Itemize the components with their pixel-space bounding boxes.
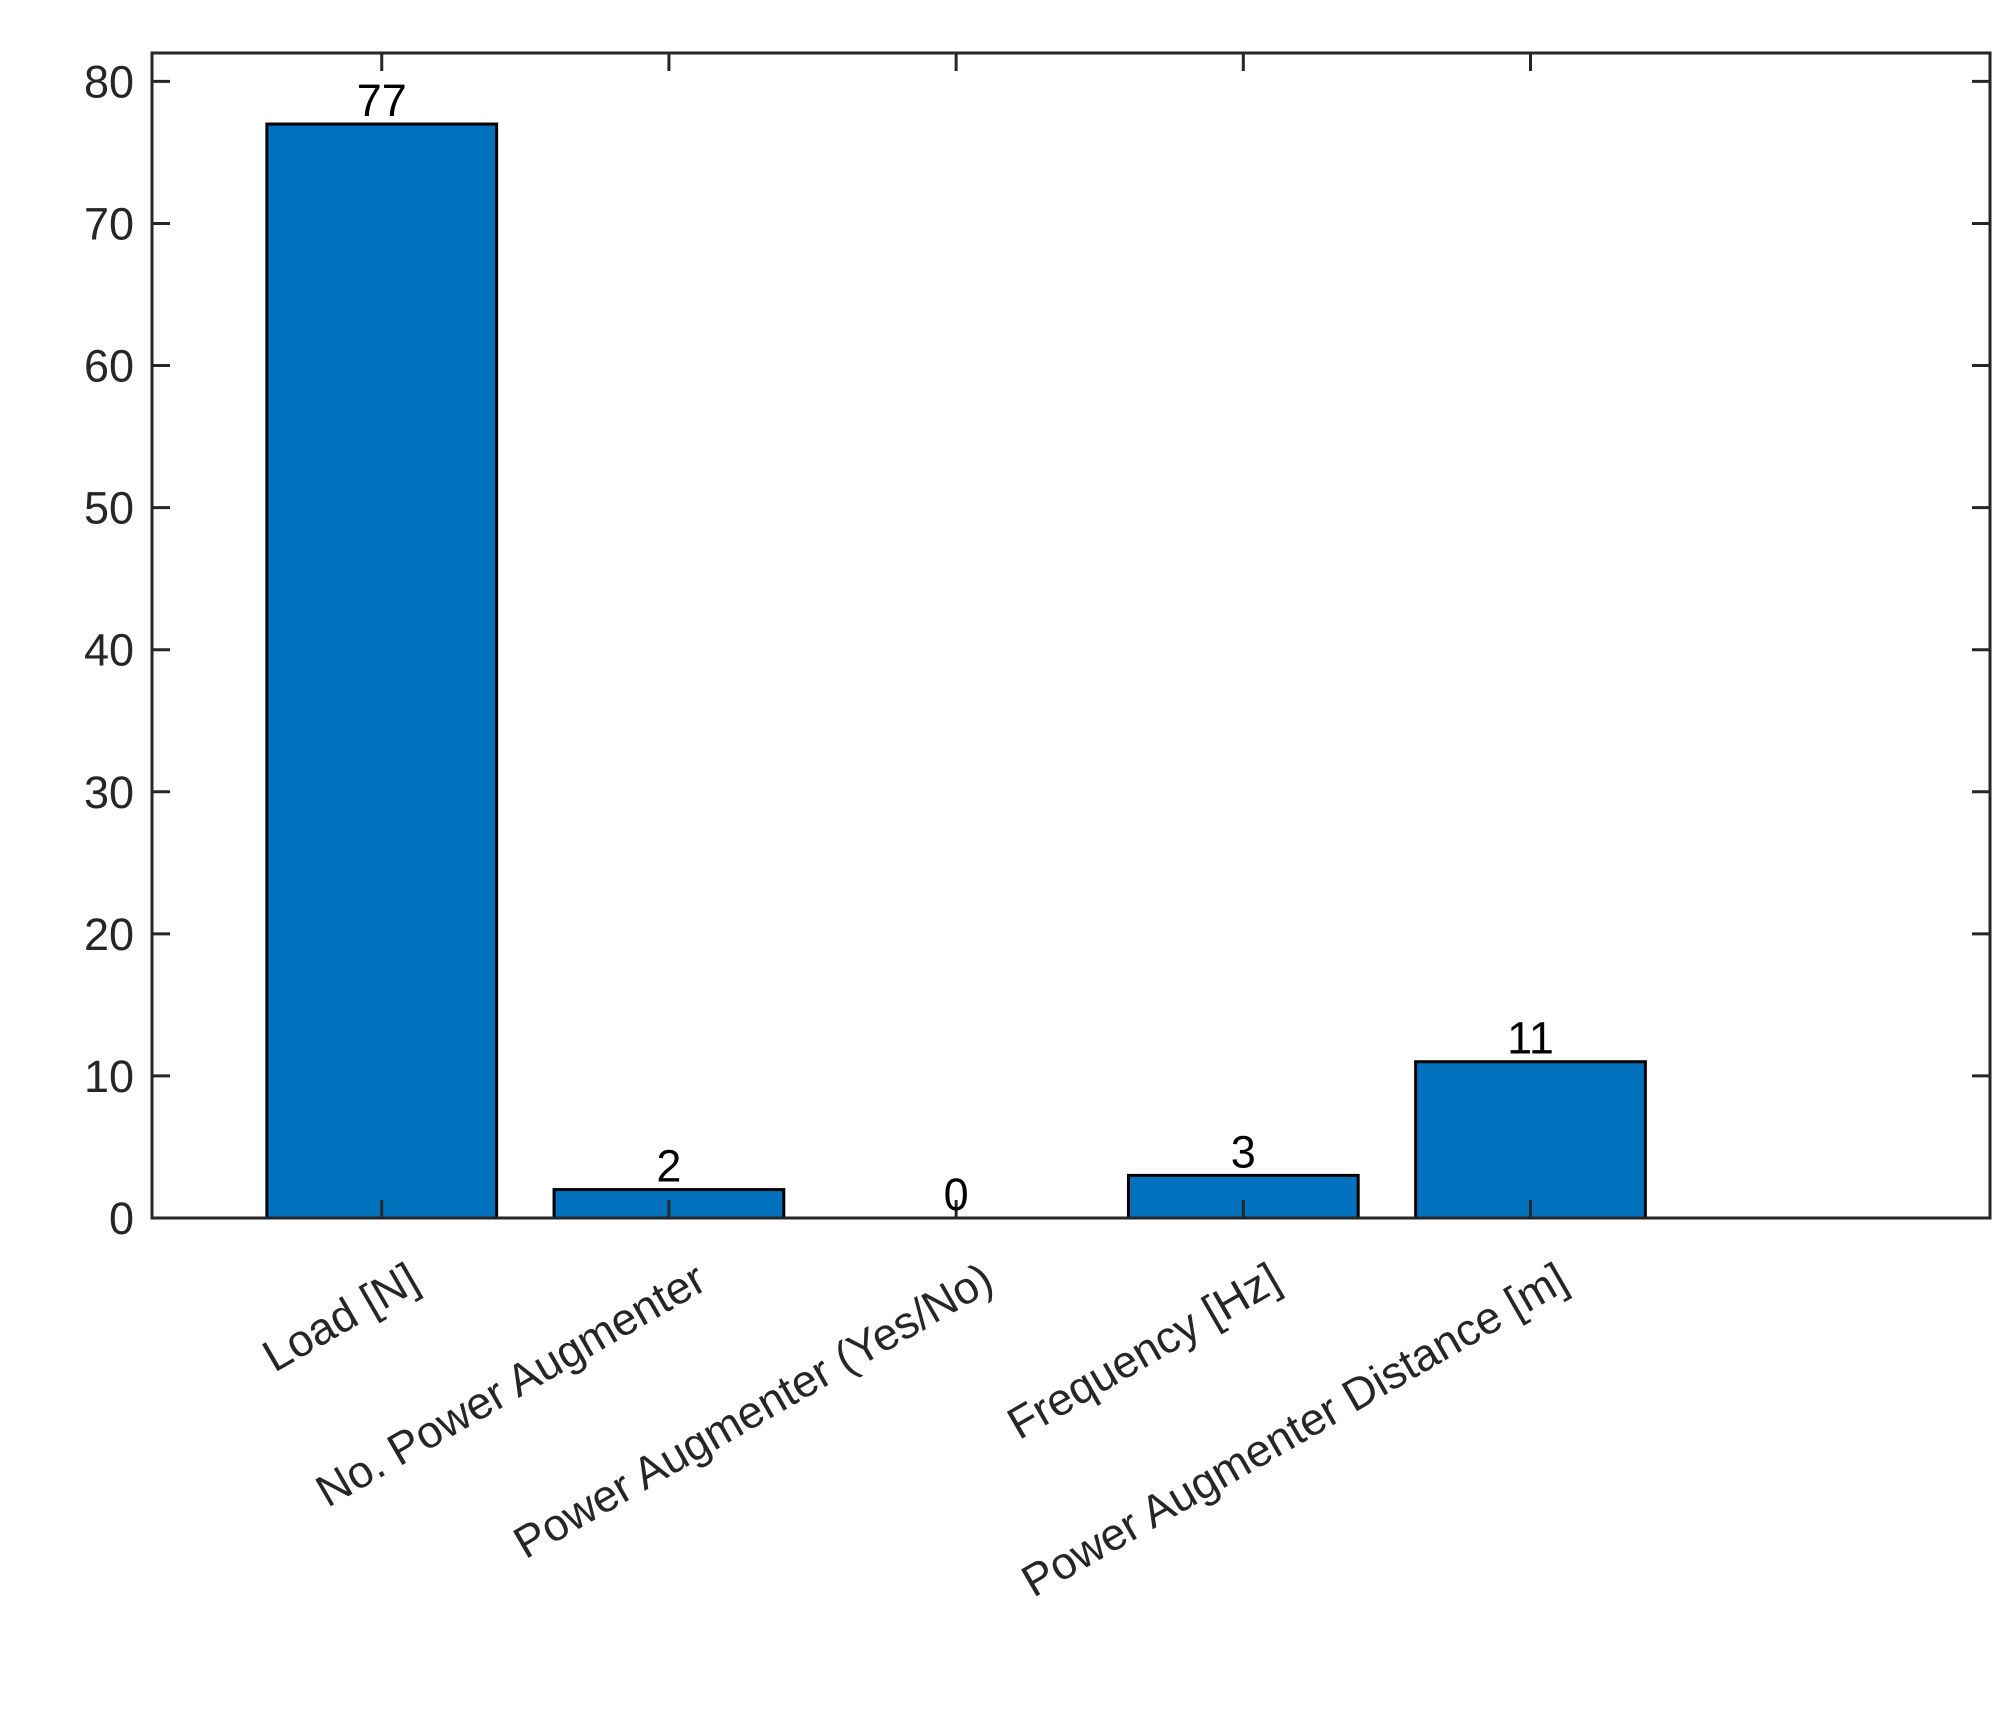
y-tick-label-3: 30: [84, 767, 134, 818]
y-tick-label-5: 50: [84, 483, 134, 534]
bar-value-label-0: 77: [357, 75, 407, 126]
y-tick-label-4: 40: [84, 625, 134, 676]
y-tick-label-7: 70: [84, 198, 134, 249]
bar-value-label-2: 0: [944, 1169, 969, 1220]
bar-4: [1414, 1060, 1647, 1220]
y-tick-label-1: 10: [84, 1051, 134, 1102]
bar-value-label-4: 11: [1507, 1013, 1554, 1064]
y-tick-label-8: 80: [84, 56, 134, 107]
y-tick-label-2: 20: [84, 909, 134, 960]
y-tick-labels: 0 10 20 30 40 50 60 70 80: [84, 56, 134, 1244]
bar-0: [265, 122, 499, 1220]
bar-value-label-1: 2: [656, 1141, 681, 1192]
y-tick-label-0: 0: [109, 1193, 134, 1244]
bars-group: [265, 122, 1647, 1220]
bar-value-labels: 77 2 0 3 11: [357, 75, 1554, 1220]
bar-value-label-3: 3: [1231, 1126, 1256, 1177]
plot-area-frame: [150, 51, 1992, 1220]
y-tick-label-6: 60: [84, 341, 134, 392]
